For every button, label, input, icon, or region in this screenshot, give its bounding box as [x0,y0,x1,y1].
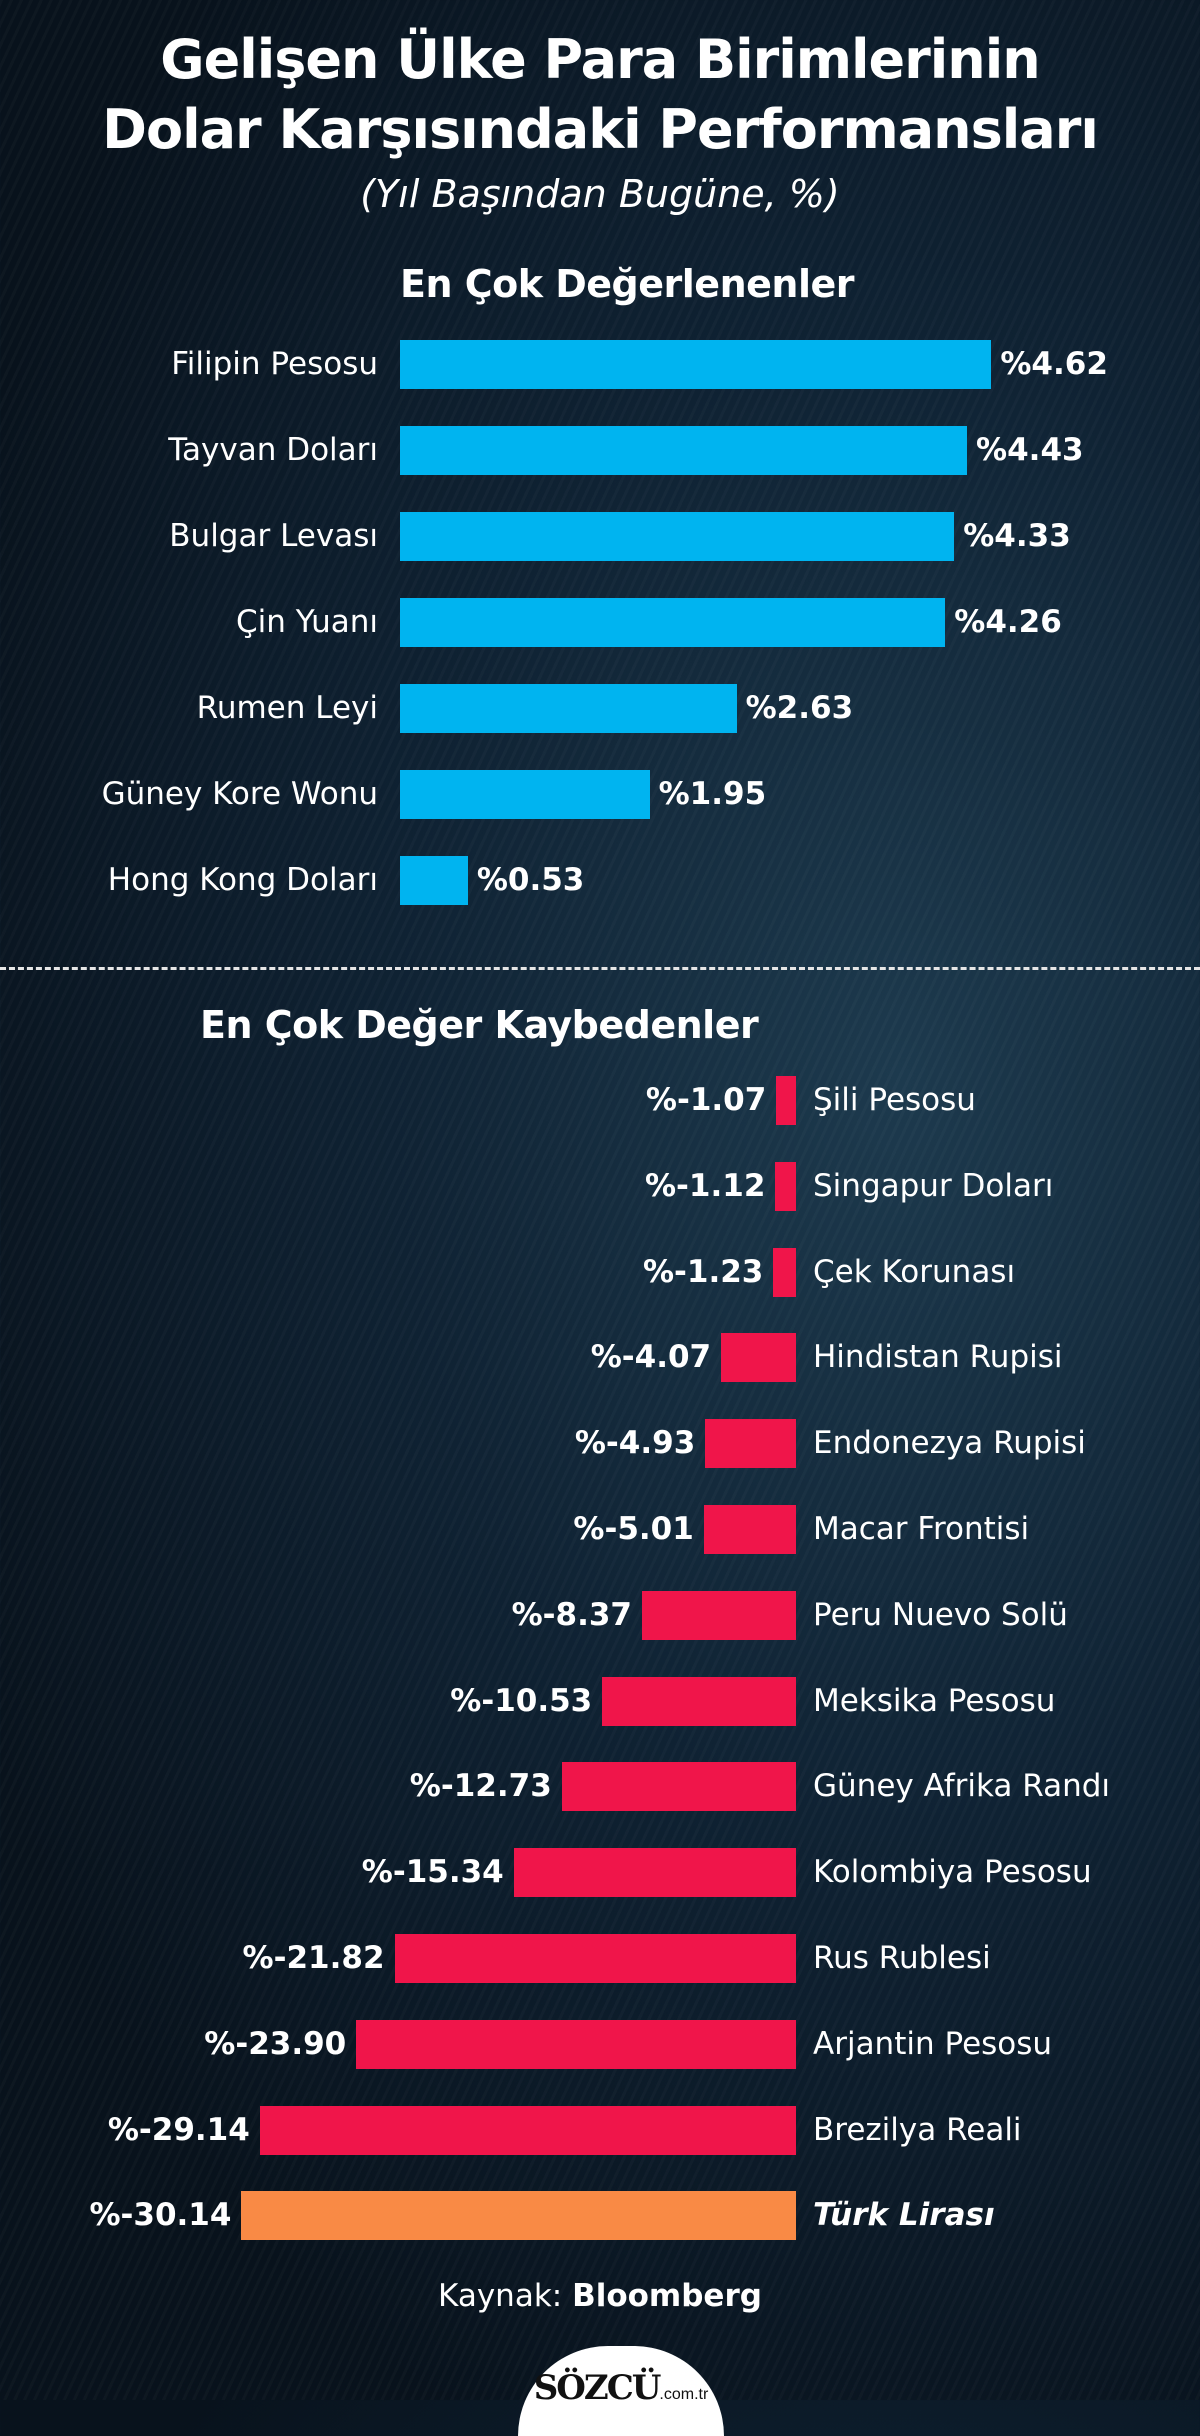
bar [641,1590,796,1640]
bar [400,598,946,647]
chart-title-line1: Gelişen Ülke Para Birimlerinin [160,28,1040,91]
bar [400,770,650,819]
data-label: %-1.12 [644,1167,766,1204]
category-label: Güney Afrika Randı [813,1768,1111,1805]
category-label: Kolombiya Pesosu [813,1854,1092,1891]
data-label: %1.95 [658,776,767,812]
data-label: %-12.73 [409,1768,552,1805]
sozcu-logo: SÖZCÜ.com.tr [518,2346,724,2436]
category-label: Türk Lirası [813,2197,995,2234]
data-label: %-8.37 [511,1596,632,1633]
source-name: Bloomberg [572,2278,762,2314]
data-label: %-1.23 [642,1253,764,1290]
category-label: Güney Kore Wonu [101,776,378,812]
bar [721,1333,796,1383]
data-label: %4.43 [976,432,1084,468]
bar [775,1161,796,1211]
category-label: Çin Yuanı [235,604,378,640]
bar [400,340,992,389]
bar [513,1848,796,1898]
data-label: %-4.93 [574,1425,696,1462]
source-label: Kaynak: [438,2278,563,2314]
logo-text: SÖZCÜ [533,2368,662,2408]
data-label: %-30.14 [89,2197,232,2234]
bar [703,1505,796,1554]
bar [400,426,968,475]
bar [394,1934,796,1983]
category-label: Rus Rublesi [813,1940,991,1976]
category-label: Arjantin Pesosu [813,2025,1053,2062]
bar [705,1419,796,1469]
data-label: %2.63 [745,690,854,726]
data-label: %-29.14 [107,2111,250,2148]
chart-title-line2: Dolar Karşısındaki Performansları [102,98,1099,161]
data-label: %-21.82 [242,1940,385,1976]
data-label: %0.53 [476,862,585,898]
section-title-losers: En Çok Değer Kaybedenler [200,1003,759,1047]
bar [400,512,955,561]
data-label: %4.26 [954,604,1062,640]
data-label: %4.62 [1000,346,1108,382]
category-label: Bulgar Levası [169,518,378,554]
bar-highlight [241,2191,796,2241]
bar [561,1762,796,1812]
category-label: Hindistan Rupisi [813,1339,1063,1376]
data-label: %4.33 [963,518,1071,554]
category-label: Çek Korunası [813,1253,1016,1290]
category-label: Meksika Pesosu [813,1682,1056,1719]
section-title-gainers: En Çok Değerlenenler [400,262,854,306]
chart-subtitle: (Yıl Başından Bugüne, %) [360,172,840,216]
category-label: Tayvan Doları [168,432,378,468]
data-label: %-1.07 [645,1082,767,1118]
category-label: Endonezya Rupisi [813,1425,1086,1462]
category-label: Filipin Pesosu [171,346,378,382]
data-label: %-5.01 [573,1511,694,1547]
category-label: Brezilya Reali [813,2111,1022,2148]
bar [602,1676,796,1726]
category-label: Rumen Leyi [196,690,378,726]
bar [259,2105,796,2155]
source-note: Kaynak: Bloomberg [0,2278,1200,2314]
category-label: Hong Kong Doları [107,862,378,898]
category-label: Singapur Doları [813,1167,1054,1204]
data-label: %-4.07 [590,1339,712,1376]
bar [356,2019,796,2069]
logo-suffix: .com.tr [659,2386,709,2403]
section-divider [0,967,1200,970]
category-label: Macar Frontisi [813,1511,1030,1547]
data-label: %-23.90 [204,2025,347,2062]
category-label: Peru Nuevo Solü [813,1596,1068,1633]
bar [776,1076,796,1125]
category-label: Şili Pesosu [813,1082,976,1118]
data-label: %-15.34 [361,1854,504,1891]
bar [400,856,468,905]
bar [400,684,737,733]
bar [773,1247,796,1297]
data-label: %-10.53 [450,1682,593,1719]
